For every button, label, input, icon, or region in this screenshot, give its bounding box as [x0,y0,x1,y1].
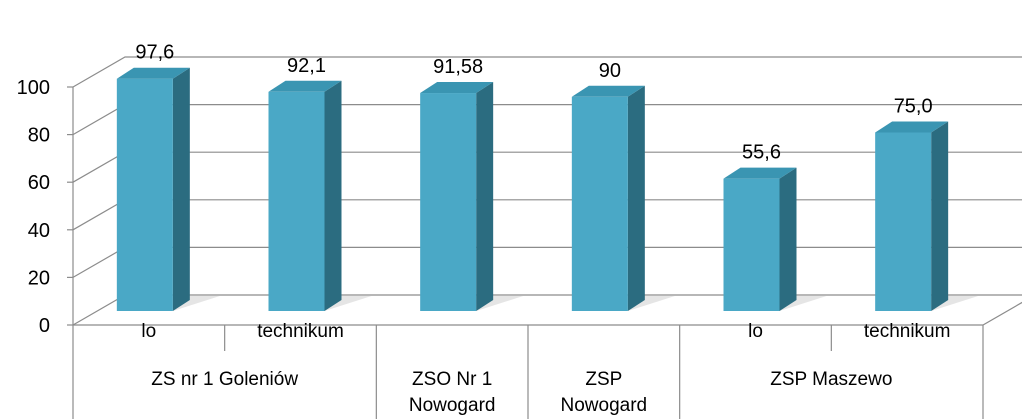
bar-top [875,121,949,133]
y-tick-label: 80 [28,125,50,147]
data-label: 75,0 [894,96,933,118]
group-label: ZSP Maszewo [770,369,892,390]
data-label: 90 [599,60,621,82]
bar-side [172,67,190,311]
label-layer: 97,6 92,1 91,58 90 55,6 75,0 lo technikum ZS nr … [135,42,950,416]
bar [571,96,628,311]
bar-layer [116,67,949,311]
category-label: technikum [257,321,344,342]
bar-side [931,121,949,311]
data-label: 55,6 [742,142,781,164]
bar-top [420,82,494,94]
category-label: technikum [864,321,951,342]
bar [723,178,780,311]
y-tick-label: 100 [17,77,50,99]
y-tick-label: 20 [28,267,50,289]
bar [420,93,477,311]
bar-top [268,80,342,92]
data-label: 97,6 [135,42,174,64]
bar-side [627,85,645,311]
bar-top [571,85,645,97]
category-label: lo [141,321,156,342]
axis-layer: 0 20 40 60 80 100 [17,77,984,419]
category-label: lo [748,321,763,342]
bar-top [723,167,797,179]
bar-side [779,167,797,311]
bar-side [324,80,342,311]
data-label: 92,1 [287,55,326,77]
y-tick-label: 40 [28,220,50,242]
y-tick-label: 60 [28,172,50,194]
bar [268,91,325,311]
bar-side [476,82,494,311]
group-label: ZSP Nowogard [561,369,648,416]
data-label: 91,58 [433,56,483,78]
bar [116,78,173,311]
gridline [72,56,1022,88]
group-label: ZS nr 1 Goleniów [151,369,298,390]
group-label: ZSO Nr 1 Nowogard [409,369,496,416]
bar-top [116,67,190,79]
bar [875,132,932,311]
y-tick-label: 0 [39,315,50,337]
